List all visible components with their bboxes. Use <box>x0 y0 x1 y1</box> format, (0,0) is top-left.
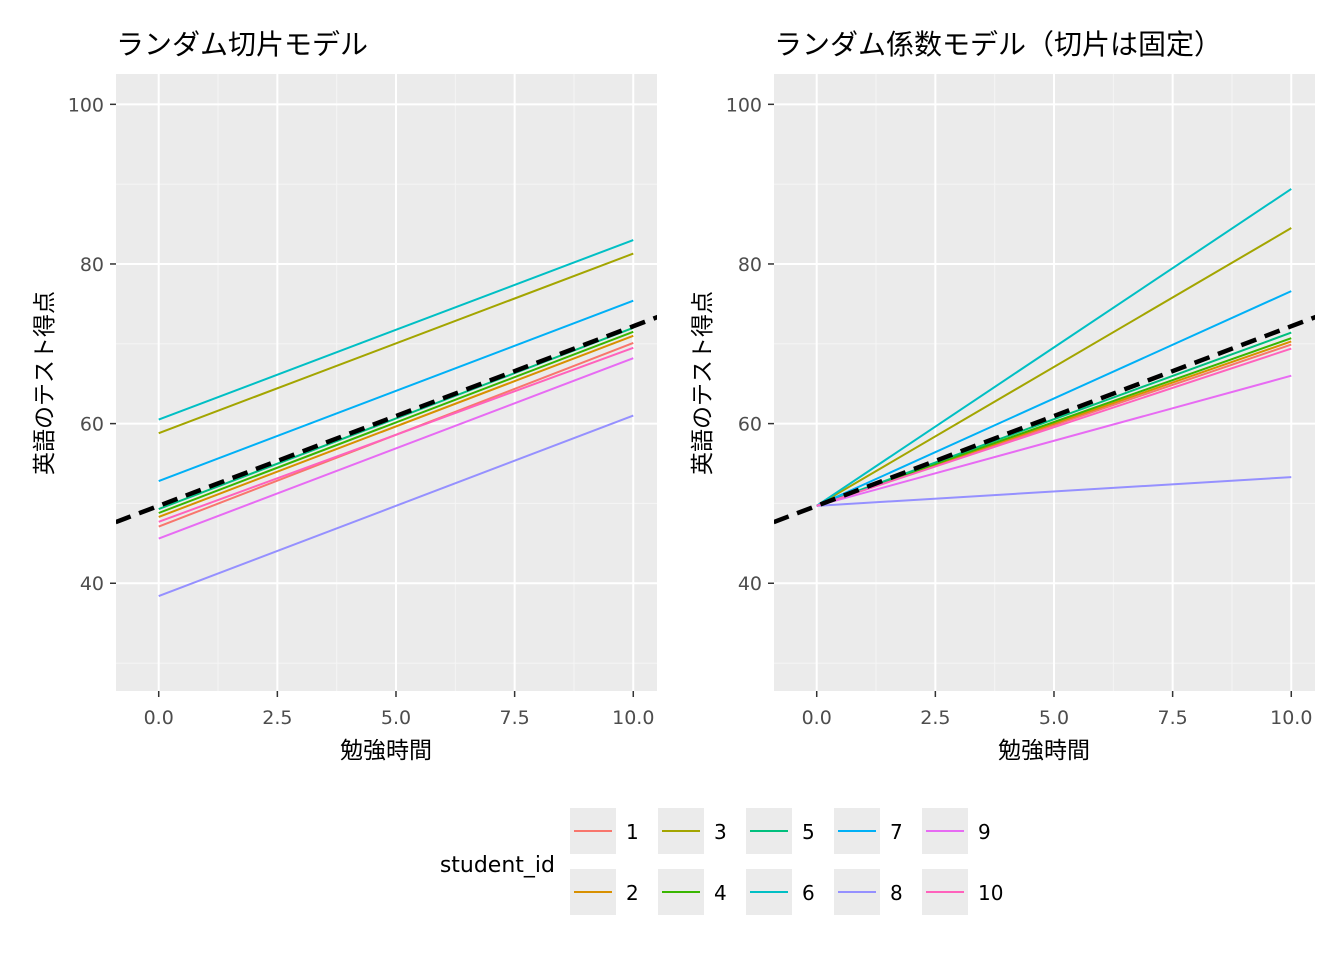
panel-random-intercept: ランダム切片モデル 0.0 2.5 5.0 7.5 10.0 40 60 80 100 勉強時間… <box>32 28 657 764</box>
series-lines <box>158 239 634 597</box>
legend-label: 7 <box>890 820 903 844</box>
series-line-student-8 <box>816 476 1292 507</box>
series-line-student-9 <box>816 374 1292 507</box>
series-line-student-10 <box>816 347 1292 507</box>
x-tick-label: 7.5 <box>1158 707 1188 729</box>
legend-label: 5 <box>802 820 815 844</box>
series-line-student-5 <box>158 326 634 510</box>
y-axis-label: 英語のテスト得点 <box>32 291 58 475</box>
plot-background <box>774 74 1315 691</box>
series-line-student-3 <box>816 227 1292 507</box>
legend: student_id 1 2 3 4 5 6 7 8 9 10 <box>440 808 1003 915</box>
legend-label: 9 <box>978 820 991 844</box>
series-line-student-9 <box>158 357 634 540</box>
x-tick-label: 10.0 <box>1270 707 1312 729</box>
series-line-student-7 <box>816 290 1292 507</box>
x-tick-label: 2.5 <box>920 707 950 729</box>
x-tick-label: 0.0 <box>144 707 174 729</box>
x-tick-label: 5.0 <box>381 707 411 729</box>
axis-ticks: 0.0 2.5 5.0 7.5 10.0 40 60 80 100 <box>726 94 1313 729</box>
series-line-student-3 <box>158 252 634 435</box>
legend-label: 2 <box>626 881 639 905</box>
legend-label: 10 <box>978 881 1003 905</box>
fixed-effect-layer <box>774 314 1315 525</box>
legend-title: student_id <box>440 853 555 878</box>
series-line-student-7 <box>158 299 634 483</box>
x-axis-label: 勉強時間 <box>998 738 1090 764</box>
series-lines <box>816 188 1292 507</box>
series-line-student-4 <box>158 330 634 514</box>
x-axis-label: 勉強時間 <box>340 738 432 764</box>
y-tick-label: 40 <box>80 573 104 595</box>
panel-title: ランダム切片モデル <box>116 28 368 61</box>
y-tick-label: 100 <box>726 94 762 116</box>
x-tick-label: 0.0 <box>802 707 832 729</box>
y-tick-label: 60 <box>738 414 762 436</box>
y-tick-label: 80 <box>738 254 762 276</box>
y-tick-label: 80 <box>80 254 104 276</box>
series-line-student-8 <box>158 414 634 597</box>
x-tick-label: 5.0 <box>1039 707 1069 729</box>
x-tick-label: 7.5 <box>500 707 530 729</box>
y-tick-label: 60 <box>80 414 104 436</box>
legend-label: 4 <box>714 881 727 905</box>
series-line-student-10 <box>158 346 634 523</box>
fixed-effect-layer <box>116 314 657 525</box>
legend-label: 3 <box>714 820 727 844</box>
legend-label: 8 <box>890 881 903 905</box>
panel-title: ランダム係数モデル（切片は固定） <box>774 28 1222 61</box>
legend-label: 6 <box>802 881 815 905</box>
legend-label: 1 <box>626 820 639 844</box>
y-axis-label: 英語のテスト得点 <box>690 291 716 475</box>
legend-keys: 1 2 3 4 5 6 7 8 9 10 <box>570 808 1003 915</box>
fixed-effect-line <box>774 314 1315 525</box>
fixed-effect-line <box>116 314 657 525</box>
x-tick-label: 10.0 <box>612 707 654 729</box>
series-line-student-6 <box>816 188 1292 507</box>
panel-random-slope: ランダム係数モデル（切片は固定） 0.0 2.5 5.0 7.5 10.0 40 60 80 1… <box>690 28 1315 764</box>
axis-ticks: 0.0 2.5 5.0 7.5 10.0 40 60 80 100 <box>68 94 655 729</box>
plot-background <box>116 74 657 691</box>
series-line-student-2 <box>158 334 634 518</box>
y-tick-label: 40 <box>738 573 762 595</box>
x-tick-label: 2.5 <box>262 707 292 729</box>
y-tick-label: 100 <box>68 94 104 116</box>
series-line-student-6 <box>158 239 634 421</box>
